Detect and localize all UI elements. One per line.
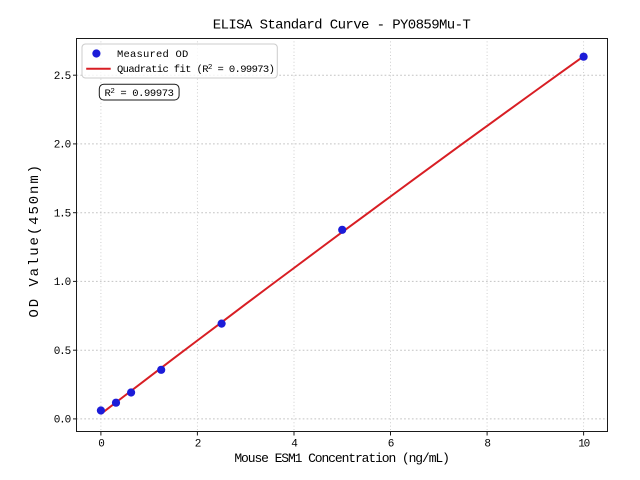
svg-text:ELISA Standard Curve - PY0859M: ELISA Standard Curve - PY0859Mu-T (213, 18, 471, 34)
svg-text:Quadratic fit (R2 = 0.99973): Quadratic fit (R2 = 0.99973) (117, 64, 274, 76)
svg-text:2.0: 2.0 (54, 140, 71, 152)
svg-text:R2 = 0.99973: R2 = 0.99973 (105, 88, 174, 100)
svg-text:0.0: 0.0 (54, 415, 71, 427)
svg-text:Mouse ESM1 Concentration (ng/m: Mouse ESM1 Concentration (ng/mL) (234, 451, 448, 466)
svg-text:2.5: 2.5 (54, 71, 71, 83)
svg-text:0: 0 (98, 439, 104, 451)
svg-text:1.5: 1.5 (54, 208, 71, 220)
svg-text:8: 8 (484, 439, 490, 451)
svg-text:1.0: 1.0 (54, 277, 71, 289)
svg-text:Measured OD: Measured OD (117, 49, 189, 61)
svg-text:2: 2 (195, 439, 201, 451)
svg-text:6: 6 (388, 439, 394, 451)
svg-text:OD Value(450nm): OD Value(450nm) (27, 163, 43, 318)
svg-text:4: 4 (291, 439, 298, 451)
svg-text:0.5: 0.5 (54, 346, 71, 358)
svg-text:10: 10 (578, 439, 589, 451)
